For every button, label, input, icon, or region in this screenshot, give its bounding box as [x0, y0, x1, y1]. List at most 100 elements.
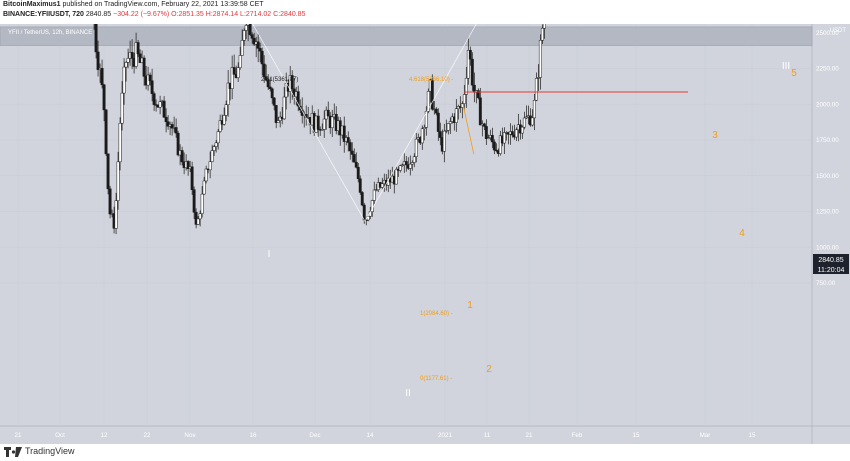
time-tick-8: 2021	[438, 432, 453, 439]
close-value: C:2840.85	[273, 11, 306, 18]
time-tick-3: 22	[143, 432, 151, 439]
time-tick-2: 12	[100, 432, 108, 439]
candle-body-267	[538, 40, 542, 78]
price-chart[interactable]: 750.00 1000.00 1250.00 1500.00 1750.00 2000.0…	[0, 0, 850, 444]
time-tick-1: Oct	[55, 432, 65, 439]
candle-body-171	[346, 137, 350, 143]
candle-body-216	[436, 112, 440, 132]
candle-body-116	[236, 67, 240, 78]
candle-body-217	[438, 131, 442, 138]
candle-body-110	[224, 104, 228, 116]
tradingview-logo-icon[interactable]	[4, 447, 22, 457]
last-price: 2840.85	[85, 11, 112, 18]
price-tick-4: 1750.00	[816, 137, 839, 144]
price-axis-area[interactable]	[812, 24, 850, 444]
candle-body-94	[192, 189, 196, 213]
time-axis[interactable]: 21 Oct 12 22 Nov 16 Dec 14 2021 11 21 Feb 15 Mar 15	[14, 432, 756, 439]
candle-body-111	[226, 82, 230, 105]
candle-body-178	[360, 192, 364, 206]
wave-I-label: I	[268, 249, 271, 260]
candle-body-197	[398, 165, 402, 171]
candle-body-81	[166, 121, 170, 127]
candle-body-175	[354, 161, 358, 168]
candle-body-135	[274, 105, 278, 123]
candle-body-102	[208, 161, 212, 171]
candle-body-209	[422, 127, 426, 130]
candle-body-99	[202, 180, 206, 195]
open-value: O:2851.35	[171, 11, 204, 18]
fib-ext-261-label: 2.61(5361.87)	[261, 77, 298, 83]
candle-body-98	[200, 193, 204, 214]
price-tick-0: 750.00	[816, 280, 836, 287]
candle-body-72	[148, 74, 152, 81]
candle-body-48	[100, 68, 104, 86]
chart-svg[interactable]: 750.00 1000.00 1250.00 1500.00 1750.00 2000.0…	[0, 0, 850, 444]
candle-body-83	[170, 124, 174, 129]
time-tick-12: 15	[632, 432, 640, 439]
candle-body-204	[412, 156, 416, 163]
candle-body-259	[522, 117, 526, 128]
candle-body-45	[94, 22, 98, 53]
candle-body-49	[102, 84, 106, 111]
candle-body-221	[446, 123, 450, 131]
candle-body-105	[214, 142, 218, 147]
candle-body-119	[242, 30, 246, 41]
candle-body-79	[162, 100, 166, 118]
candle-body-118	[240, 40, 244, 56]
candle-body-127	[258, 48, 262, 52]
time-tick-4: Nov	[184, 432, 196, 439]
candle-body-73	[150, 80, 154, 94]
candle-body-143	[290, 75, 294, 90]
candle-body-93	[190, 166, 194, 190]
candle-body-185	[374, 189, 378, 191]
wave-2-label: 2	[486, 364, 492, 375]
candle-body-260	[524, 116, 528, 119]
bar-timer-text: 11:20:04	[818, 267, 845, 274]
candle-body-258	[520, 126, 524, 134]
candle-body-263	[530, 117, 534, 126]
fib-ext-4618-label: 4.618(5366.10) -	[409, 77, 453, 83]
candle-body-208	[420, 128, 424, 144]
candle-body-139	[282, 96, 286, 120]
candle-body-60	[124, 62, 128, 68]
high-value: H:2874.14	[205, 11, 239, 18]
candle-body-124	[252, 38, 256, 45]
published-text: published on TradingView.com, February 2…	[62, 1, 264, 8]
candle-body-222	[448, 121, 452, 124]
candle-body-146	[296, 91, 300, 107]
candle-body-237	[478, 97, 482, 126]
candle-body-184	[372, 189, 376, 201]
candle-body-50	[104, 109, 108, 155]
candle-body-122	[248, 17, 252, 35]
candle-body-200	[404, 161, 408, 166]
author-name[interactable]: BitcoinMaximus1	[3, 1, 61, 8]
wave-III-label: III	[782, 61, 790, 72]
current-price-tag	[813, 254, 849, 264]
candle-body-249	[502, 132, 506, 144]
time-tick-6: Dec	[309, 432, 320, 439]
currency-label: USDT	[830, 28, 847, 34]
candle-body-176	[356, 166, 360, 180]
candle-body-205	[414, 138, 418, 157]
candle-body-65	[134, 42, 138, 67]
candle-body-126	[256, 41, 260, 49]
candle-body-58	[120, 92, 124, 124]
tradingview-brand[interactable]: TradingView	[25, 446, 75, 456]
candle-body-173	[350, 150, 354, 155]
candle-body-179	[362, 204, 366, 221]
candle-body-46	[96, 51, 100, 70]
chart-background	[0, 24, 850, 444]
wave-count-line	[239, 0, 491, 223]
candle-body-159	[322, 118, 326, 130]
candle-body-96	[196, 218, 200, 225]
footer: TradingView	[0, 444, 850, 461]
candle-body-55	[114, 200, 118, 229]
candle-body-95	[194, 211, 198, 225]
candle-body-240	[484, 126, 488, 139]
candle-body-241	[486, 137, 490, 139]
candle-body-169	[342, 125, 346, 142]
candle-body-59	[122, 66, 126, 94]
candle-body-51	[106, 153, 110, 190]
candle-body-269	[542, 7, 546, 29]
time-tick-11: Feb	[572, 432, 583, 439]
